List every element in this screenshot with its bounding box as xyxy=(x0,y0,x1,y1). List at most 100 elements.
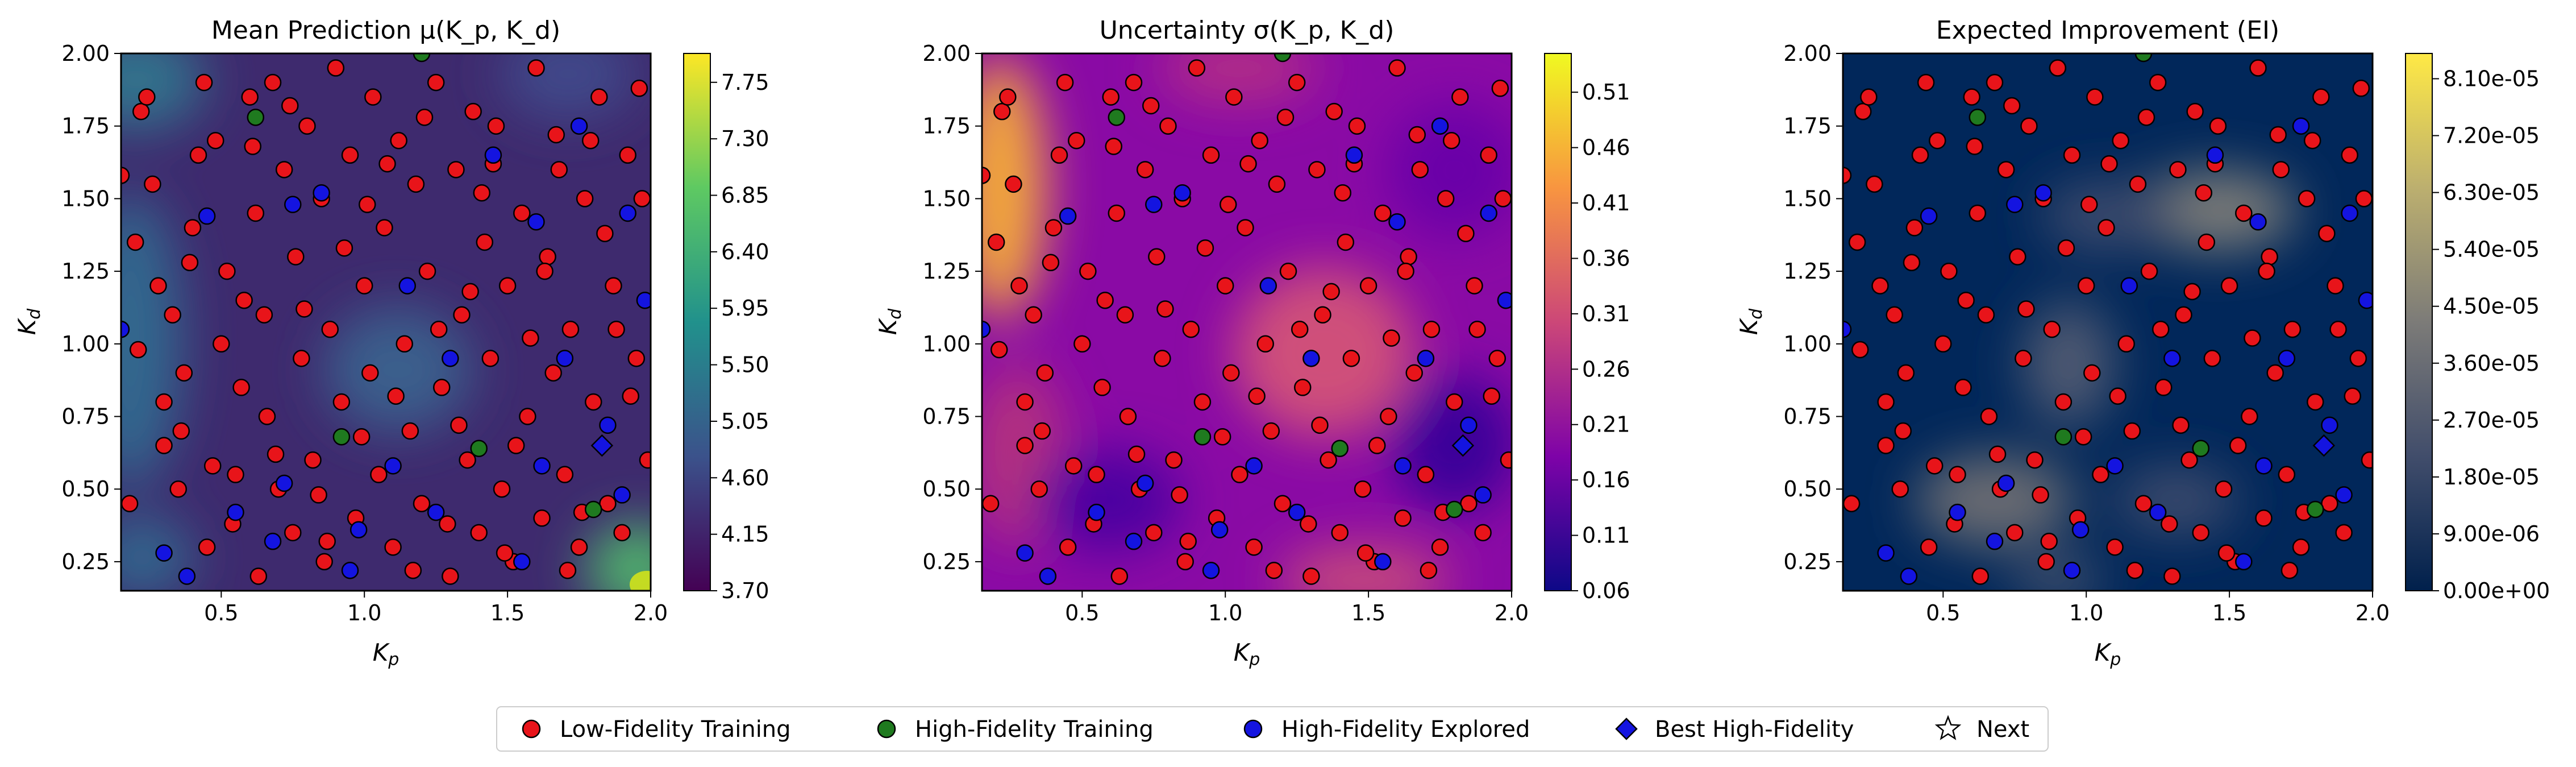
low-fidelity-point xyxy=(121,495,139,513)
high-fidelity-explored-point xyxy=(2292,117,2310,135)
low-fidelity-point xyxy=(1400,248,1417,266)
high-fidelity-explored-point xyxy=(1900,567,1918,585)
high-fidelity-training-point xyxy=(1331,440,1349,457)
high-fidelity-explored-point xyxy=(1431,117,1449,135)
low-fidelity-point xyxy=(2258,262,2275,280)
low-fidelity-point xyxy=(1265,561,1283,579)
low-fidelity-point xyxy=(1897,364,1915,382)
low-fidelity-point xyxy=(2312,88,2330,106)
low-fidelity-point xyxy=(470,524,488,542)
low-fidelity-point xyxy=(1977,306,1995,324)
colorbar-tick-label: 0.00e+00 xyxy=(2443,578,2550,603)
low-fidelity-point xyxy=(2215,480,2233,498)
high-fidelity-explored-point xyxy=(384,457,402,475)
low-fidelity-point xyxy=(390,131,407,150)
low-fidelity-point xyxy=(155,393,173,411)
y-tick-label: 1.50 xyxy=(922,186,971,211)
low-fidelity-point xyxy=(590,88,608,106)
high-fidelity-explored-point xyxy=(1016,544,1034,562)
low-fidelity-point xyxy=(132,102,150,121)
low-fidelity-point xyxy=(2003,97,2021,115)
high-fidelity-explored-point xyxy=(1920,207,1938,225)
low-fidelity-point xyxy=(2244,329,2261,347)
low-fidelity-point xyxy=(401,422,419,440)
high-fidelity-explored-point xyxy=(198,207,216,225)
y-ticks: 0.25 0.50 0.75 1.00 1.25 1.50 1.75 2.00 xyxy=(1783,41,1843,574)
low-fidelity-point xyxy=(1171,486,1188,504)
high-fidelity-explored-point xyxy=(2034,184,2052,202)
y-tick-label: 1.50 xyxy=(61,186,110,211)
colorbar-tick-label: 0.36 xyxy=(1582,246,1630,271)
high-fidelity-explored-point xyxy=(227,503,244,521)
high-fidelity-explored-point xyxy=(264,532,282,550)
low-fidelity-point xyxy=(2086,88,2104,106)
low-fidelity-point xyxy=(396,335,413,353)
low-fidelity-point xyxy=(1331,524,1349,542)
low-fidelity-point xyxy=(432,379,451,396)
low-fidelity-point xyxy=(258,408,276,425)
low-fidelity-point xyxy=(413,495,431,513)
low-fidelity-point xyxy=(318,532,336,550)
high-fidelity-explored-point xyxy=(1460,416,1478,434)
low-fidelity-point xyxy=(1216,277,1234,295)
low-fidelity-point xyxy=(198,538,216,556)
x-axis-label: Kp xyxy=(373,639,399,670)
low-fidelity-point xyxy=(1843,167,1852,184)
low-fidelity-point xyxy=(172,422,190,440)
low-fidelity-point xyxy=(1969,204,1987,222)
high-fidelity-explored-point xyxy=(121,321,130,338)
x-tick-label: 2.0 xyxy=(1495,600,1529,625)
low-fidelity-point xyxy=(2020,117,2038,135)
x-tick-label: 0.5 xyxy=(204,600,238,625)
colorbar-tick-label: 0.51 xyxy=(1582,80,1630,105)
low-fidelity-point xyxy=(1442,131,1460,150)
best-high-fidelity-marker xyxy=(590,434,614,457)
low-fidelity-point xyxy=(1917,73,1935,92)
x-tick-label: 2.0 xyxy=(634,600,668,625)
low-fidelity-point xyxy=(1159,117,1177,135)
low-fidelity-point xyxy=(539,248,556,266)
colorbar-tick-label: 0.46 xyxy=(1582,135,1630,160)
low-fidelity-point xyxy=(235,291,253,309)
high-fidelity-training-point xyxy=(470,440,488,457)
y-tick-label: 2.00 xyxy=(922,41,971,66)
low-fidelity-point xyxy=(332,393,351,411)
x-ticks: 0.5 1.0 1.5 2.0 xyxy=(1065,591,1529,625)
high-fidelity-training-point xyxy=(413,53,431,63)
low-fidelity-point xyxy=(476,233,494,251)
high-fidelity-explored-point xyxy=(1474,486,1492,504)
low-fidelity-point xyxy=(1374,204,1392,222)
low-fidelity-point xyxy=(2129,175,2147,193)
low-fidelity-point xyxy=(189,146,207,164)
high-fidelity-explored-point xyxy=(1986,532,2004,550)
low-fidelity-point xyxy=(296,300,313,318)
high-fidelity-explored-point xyxy=(2006,196,2024,213)
y-tick-label: 1.00 xyxy=(922,331,971,356)
low-fidelity-point xyxy=(1005,175,1022,193)
y-tick-label: 0.25 xyxy=(61,549,110,574)
colorbar-ticks: 3.70 4.15 4.60 5.05 5.50 5.95 6.40 6.85 7.30 7.75 xyxy=(710,70,769,603)
legend-box xyxy=(496,706,2049,752)
high-fidelity-explored-point xyxy=(341,561,359,579)
low-fidelity-point xyxy=(1010,277,1028,295)
low-fidelity-point xyxy=(1411,161,1429,179)
low-fidelity-point xyxy=(315,553,333,571)
low-fidelity-point xyxy=(1025,306,1042,324)
low-fidelity-point xyxy=(293,350,310,367)
low-fidelity-point xyxy=(1213,428,1231,446)
high-fidelity-explored-point xyxy=(599,416,617,434)
high-fidelity-explored-point xyxy=(1843,321,1852,338)
legend-label: Best High-Fidelity xyxy=(1655,716,1854,743)
low-fidelity-point xyxy=(2112,131,2129,150)
low-fidelity-point xyxy=(2100,155,2118,173)
x-tick-label: 1.5 xyxy=(2212,600,2246,625)
y-axis-label: Kd xyxy=(13,308,44,335)
low-fidelity-point xyxy=(227,466,244,483)
y-tick-label: 0.25 xyxy=(1783,549,1832,574)
low-fidelity-point xyxy=(195,73,213,92)
low-fidelity-point xyxy=(284,524,302,542)
low-fidelity-point xyxy=(1156,300,1174,318)
low-fidelity-point xyxy=(1337,233,1355,251)
low-fidelity-point xyxy=(255,306,273,324)
low-fidelity-point xyxy=(2241,408,2258,425)
